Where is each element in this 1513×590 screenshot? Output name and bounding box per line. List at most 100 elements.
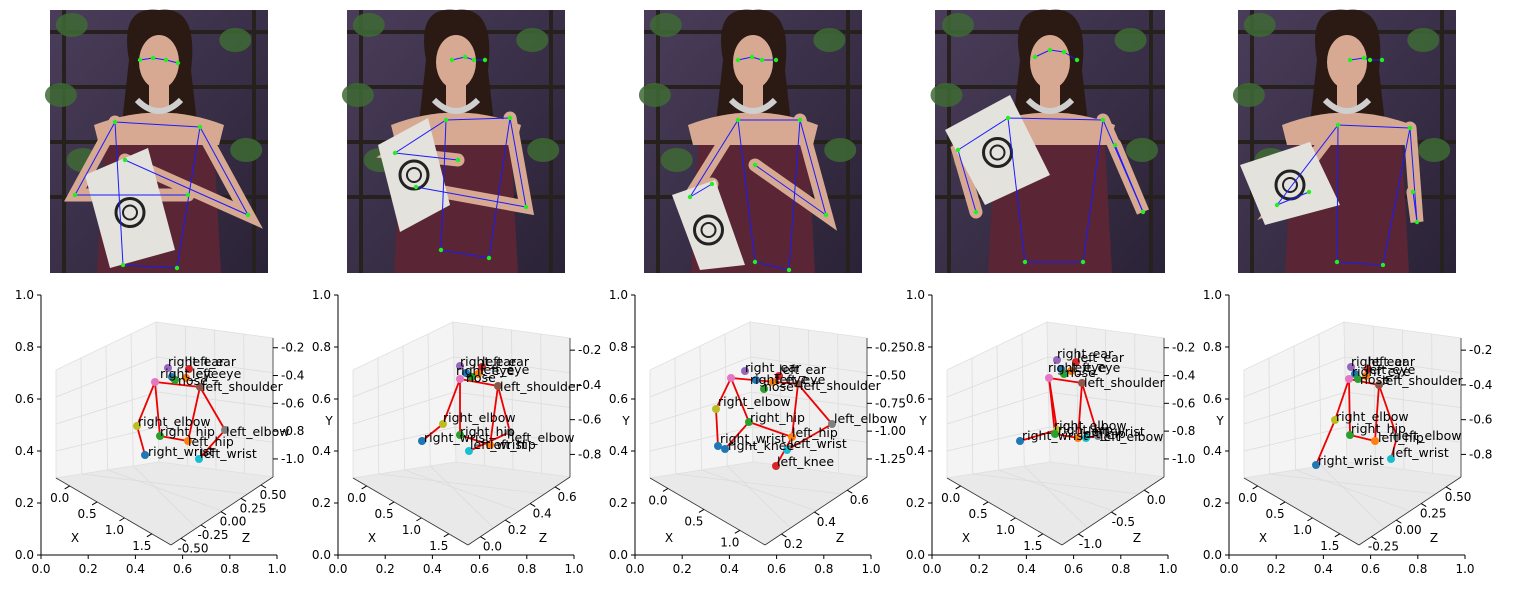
pane-grid-line [378,473,545,495]
keypoint-2d [1380,262,1386,268]
keypoint-2d [773,57,779,63]
necklace [1322,97,1372,114]
plant [44,83,77,107]
joint-left-eye [182,374,190,382]
joint-left-shoulder [196,383,204,391]
keypoint-2d [1005,115,1011,121]
plant [1114,28,1147,52]
joint-right-hip [1051,430,1059,438]
joint-label: right_eye [456,363,515,378]
outer-y-tick-label: 1.0 [906,288,925,302]
outer-x-tick-label: 0.6 [470,562,489,576]
pane-grid-line [427,333,431,467]
joint-label: right_hip [1058,422,1113,437]
joint-label: left_shoulder [500,379,582,394]
pane-grid-line [511,329,514,470]
skeleton-2d-edge [440,119,447,251]
z-axis-tick [1111,511,1117,516]
y-axis-tick-label: -0.6 [1172,396,1195,410]
keypoint-2d [137,57,143,63]
joint-left-shoulder [494,382,502,390]
joint-right-hip [156,432,164,440]
z-axis-tick [1420,503,1427,507]
pane-grid-line [1402,329,1405,470]
skeleton-2d-edge [1063,51,1078,61]
joint-left-shoulder [794,380,802,388]
pane-grid-line [1134,333,1136,474]
z-axis-line [764,476,868,546]
joint-right-shoulder [1045,374,1053,382]
plant [230,138,263,162]
joint-left-elbow [1094,432,1102,440]
x-axis-tick-label: 0.5 [684,514,703,528]
y-axis-tick-label: -0.2 [578,343,601,357]
joint-nose [1354,375,1362,383]
keypoint-2d [1306,189,1312,195]
skeleton-2d-edge [1336,124,1339,263]
y-axis-tick-label: -0.6 [578,413,601,427]
x-axis-tick [662,488,669,492]
outer-x-tick-label: 0.6 [1064,562,1083,576]
joint-label: right_wrist [720,431,786,446]
y-axis-tick-label: -1.00 [875,424,906,438]
joint-right-knee [721,445,729,453]
joint-label: left_eye [192,366,242,381]
neck [1040,85,1060,110]
y-axis-tick-label: -0.4 [1172,369,1195,383]
z-axis-tick [260,484,267,489]
outer-x-tick-label: 0.4 [1017,562,1036,576]
joint-left-wrist [1082,434,1090,442]
x-axis-label: X [665,531,673,545]
plant [1243,13,1276,37]
keypoint-2d [455,157,461,163]
plant [660,148,693,172]
skeleton-2d-edge [1276,124,1339,206]
x-axis-tick-label: 0.0 [648,493,667,507]
joint-label: right_ear [1351,354,1408,369]
x-axis-tick [734,529,741,534]
y-axis-label: Y [1215,414,1224,428]
x-axis-tick [982,501,989,506]
joint-label: left_eye [1366,362,1416,377]
skeleton-3d-edge [154,381,201,388]
skeleton-3d-edge [1349,434,1376,442]
x-axis-tick [416,517,422,522]
z-axis-tick [180,537,187,542]
joint-label: left_eye [1071,360,1121,375]
z-axis-tick-label: -0.25 [197,528,228,542]
pane-grid-line [214,329,217,470]
keypoint-2d [443,117,449,123]
outer-y-tick-label: 1.0 [609,288,628,302]
joint-right-ear [1347,363,1355,371]
keypoint-2d [1407,125,1413,131]
joint-label: left_wrist [470,437,527,452]
keypoint-2d [1367,57,1373,63]
outer-x-tick-label: 0.2 [1267,562,1286,576]
video-frame-5 [1232,9,1456,273]
joint-right-wrist [1312,461,1320,469]
joint-right-elbow [439,420,447,428]
pane-grid-line [724,333,728,467]
keypoint-2d [392,150,398,156]
face [436,35,476,89]
joint-label: right_elbow [443,410,516,425]
y-axis-tick-label: -0.8 [281,424,304,438]
joint-left-shoulder [1375,381,1383,389]
skeleton-3d-edge [786,423,833,451]
keypoint-2d [752,162,758,168]
y-axis-tick-label: -0.6 [1469,413,1492,427]
skeleton-3d-edge [1334,378,1350,421]
x-axis-tick [64,485,70,490]
z-axis-tick-label: -0.25 [1368,540,1399,554]
keypoint-2d [735,117,741,123]
x-axis-tick-label: 1.0 [996,523,1015,537]
z-axis-tick-label: 0.00 [220,515,247,529]
keypoint-2d [449,57,455,63]
z-axis-tick [1445,486,1452,491]
x-axis-tick-label: 0.0 [347,491,366,505]
z-axis-tick [781,533,787,538]
necklace [728,97,778,114]
skeleton-2d-edge [689,119,739,198]
joint-label: left_shoulder [1382,373,1464,388]
skeleton-2d-edge [114,121,124,266]
